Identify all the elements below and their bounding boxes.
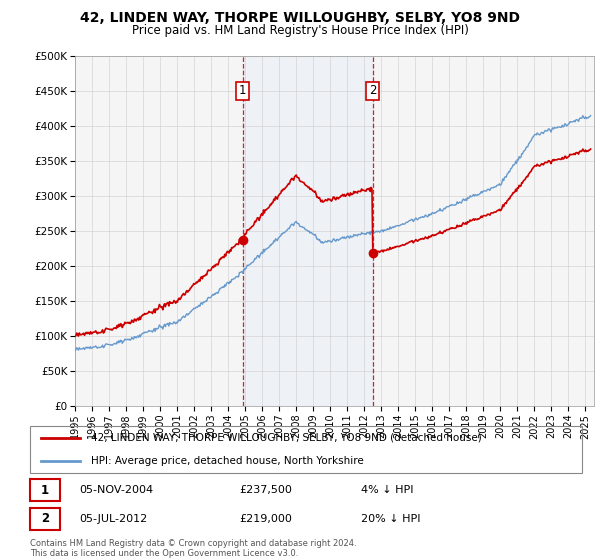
Text: 4% ↓ HPI: 4% ↓ HPI [361,485,414,495]
Text: 2: 2 [41,512,49,525]
Text: 05-NOV-2004: 05-NOV-2004 [80,485,154,495]
Text: 1: 1 [41,484,49,497]
Text: 42, LINDEN WAY, THORPE WILLOUGHBY, SELBY, YO8 9ND (detached house): 42, LINDEN WAY, THORPE WILLOUGHBY, SELBY… [91,432,481,442]
Bar [30,479,61,501]
Text: 20% ↓ HPI: 20% ↓ HPI [361,514,421,524]
Text: 42, LINDEN WAY, THORPE WILLOUGHBY, SELBY, YO8 9ND: 42, LINDEN WAY, THORPE WILLOUGHBY, SELBY… [80,11,520,25]
Text: £237,500: £237,500 [240,485,293,495]
Text: Contains HM Land Registry data © Crown copyright and database right 2024.
This d: Contains HM Land Registry data © Crown c… [30,539,356,558]
Bar [30,508,61,530]
Text: £219,000: £219,000 [240,514,293,524]
Text: HPI: Average price, detached house, North Yorkshire: HPI: Average price, detached house, Nort… [91,456,364,466]
Text: 2: 2 [369,85,377,97]
Bar [242,56,373,406]
Text: 1: 1 [239,85,247,97]
Text: 05-JUL-2012: 05-JUL-2012 [80,514,148,524]
Text: Price paid vs. HM Land Registry's House Price Index (HPI): Price paid vs. HM Land Registry's House … [131,24,469,36]
